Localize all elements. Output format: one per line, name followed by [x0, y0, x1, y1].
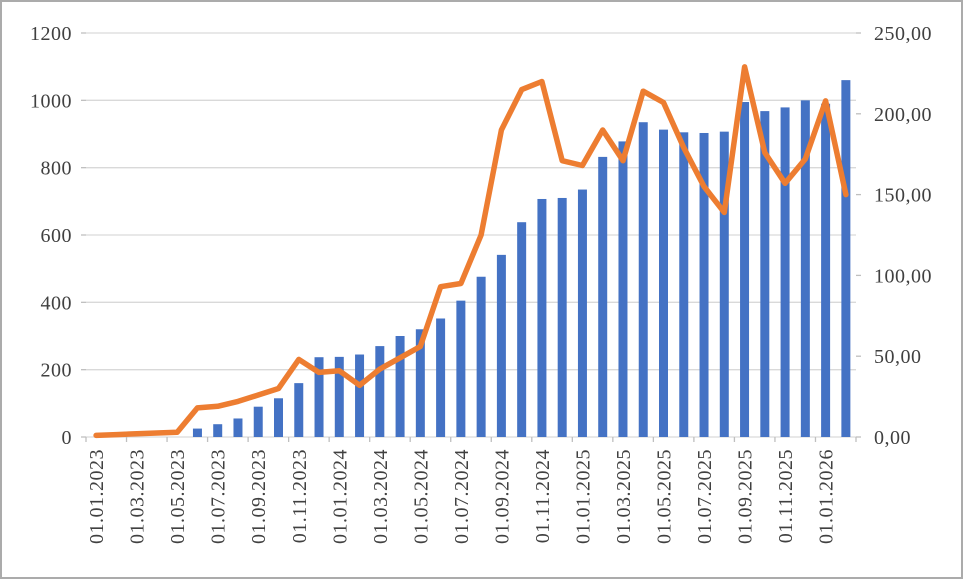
- x-axis-tick-label: 01.03.2023: [127, 449, 149, 544]
- bar: [334, 356, 344, 437]
- x-axis-tick-label: 01.11.2023: [289, 449, 311, 543]
- right-axis-tick-label: 250,00: [874, 23, 932, 45]
- bar: [638, 122, 648, 437]
- bar: [740, 102, 750, 438]
- bar: [274, 398, 283, 437]
- left-axis-tick-label: 200: [41, 360, 73, 382]
- x-axis-tick-label: 01.07.2023: [208, 449, 230, 544]
- left-axis-tick-label: 1000: [30, 90, 72, 112]
- x-axis-tick-label: 01.05.2023: [167, 449, 189, 544]
- bar: [355, 354, 365, 437]
- bar: [496, 254, 506, 437]
- bar: [821, 103, 831, 437]
- right-axis-tick-label: 50,00: [874, 346, 922, 368]
- x-axis-tick-label: 01.09.2025: [735, 449, 757, 544]
- bar: [618, 141, 628, 437]
- bar: [456, 300, 466, 437]
- x-axis-tick-label: 01.07.2025: [694, 449, 716, 544]
- x-axis-tick-label: 01.01.2026: [816, 449, 838, 544]
- bar: [233, 418, 243, 437]
- bar: [314, 357, 324, 437]
- bar: [395, 336, 405, 437]
- right-axis-tick-label: 200,00: [874, 104, 932, 126]
- right-axis-tick-label: 100,00: [874, 265, 932, 287]
- left-axis: 0 200 400 600 800 1000 1200: [30, 23, 86, 449]
- bar: [719, 131, 729, 438]
- left-axis-tick-label: 1200: [30, 23, 72, 45]
- x-axis-tick-label: 01.07.2024: [451, 449, 473, 544]
- x-axis-tick-label: 01.03.2024: [370, 449, 392, 544]
- x-axis-tick-label: 01.01.2025: [572, 449, 594, 544]
- bar: [192, 428, 202, 437]
- x-axis-tick-label: 01.01.2023: [86, 449, 108, 544]
- bar: [517, 222, 527, 437]
- bar: [679, 132, 689, 438]
- bar: [841, 80, 851, 437]
- bar: [659, 129, 668, 437]
- bar: [699, 132, 709, 438]
- left-axis-tick-label: 0: [62, 427, 73, 449]
- bar: [415, 329, 425, 437]
- x-axis-tick-label: 01.11.2025: [775, 449, 797, 543]
- bar: [375, 346, 385, 437]
- bar: [476, 276, 486, 437]
- bar: [253, 406, 263, 437]
- x-axis-tick-label: 01.09.2024: [491, 449, 513, 544]
- bar: [294, 383, 304, 437]
- bar: [213, 424, 223, 437]
- left-axis-tick-label: 800: [41, 158, 73, 180]
- x-axis-tick-label: 01.01.2024: [329, 449, 351, 544]
- left-axis-tick-label: 600: [41, 225, 73, 247]
- right-axis-tick-label: 150,00: [874, 185, 932, 207]
- x-axis-tick-label: 01.09.2023: [248, 449, 270, 544]
- bar: [577, 189, 587, 437]
- bar: [800, 100, 810, 437]
- right-axis-tick-label: 0,00: [874, 427, 911, 449]
- left-axis-tick-label: 400: [41, 292, 73, 314]
- bar: [537, 198, 547, 437]
- bar: [557, 197, 567, 437]
- x-axis-ticks: [85, 437, 857, 442]
- bar: [760, 111, 770, 438]
- bar-series: [192, 80, 851, 438]
- x-axis-tick-label: 01.11.2024: [532, 449, 554, 543]
- x-axis-tick-label: 01.05.2024: [410, 449, 432, 544]
- line-series: [93, 64, 849, 439]
- x-axis-tick-label: 01.03.2025: [613, 449, 635, 544]
- bar: [598, 156, 608, 438]
- x-axis-tick-label: 01.05.2025: [654, 449, 676, 544]
- bar: [436, 318, 446, 437]
- right-axis: 0,00 50,00 100,00 150,00 200,00 250,00: [856, 23, 932, 449]
- x-axis-labels: 01.01.2023 01.03.2023 01.05.2023 01.07.2023…: [86, 449, 837, 544]
- bar: [780, 107, 790, 438]
